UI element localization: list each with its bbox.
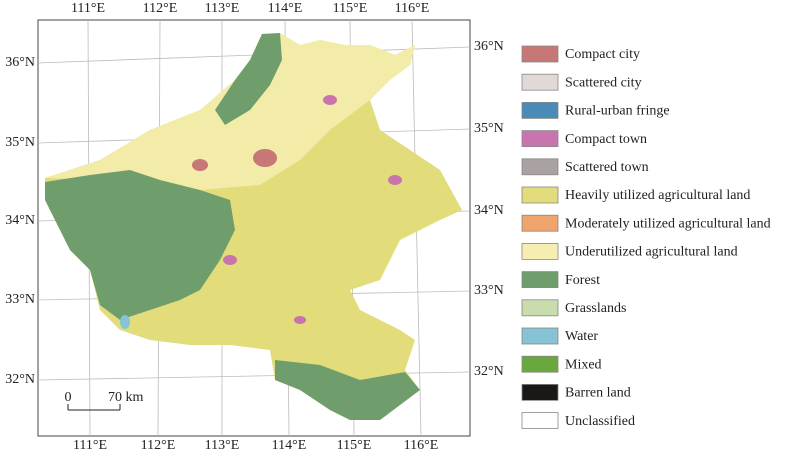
lat-label-left: 34°N bbox=[5, 213, 35, 228]
lon-label-top: 116°E bbox=[395, 1, 430, 16]
lon-label-bottom: 115°E bbox=[337, 438, 372, 453]
lat-label-right: 32°N bbox=[474, 364, 504, 379]
scale-end: 70 km bbox=[108, 390, 144, 405]
legend-label: Water bbox=[565, 329, 598, 344]
lon-label-bottom: 116°E bbox=[404, 438, 439, 453]
forest-north bbox=[215, 33, 282, 125]
legend-label: Grasslands bbox=[565, 301, 626, 316]
legend-label: Scattered town bbox=[565, 160, 649, 175]
city bbox=[388, 175, 402, 185]
lon-label-bottom: 111°E bbox=[73, 438, 107, 453]
legend-swatch bbox=[521, 102, 559, 119]
legend-swatch bbox=[521, 214, 559, 232]
lat-label-left: 33°N bbox=[5, 292, 35, 307]
legend-swatch bbox=[521, 299, 559, 317]
city bbox=[223, 255, 237, 265]
map-area: 0 70 km bbox=[37, 19, 471, 437]
legend-label: Underutilized agricultural land bbox=[565, 245, 738, 260]
lon-label-bottom: 112°E bbox=[141, 438, 176, 453]
legend-label: Compact town bbox=[565, 132, 647, 147]
city-zhengzhou bbox=[253, 149, 277, 167]
city-luoyang bbox=[192, 159, 208, 171]
legend-label: Forest bbox=[565, 273, 600, 288]
legend-swatch bbox=[521, 271, 559, 289]
province-agriculture bbox=[45, 33, 462, 420]
lat-label-right: 33°N bbox=[474, 283, 504, 298]
scale-start: 0 bbox=[65, 390, 72, 405]
legend-swatch bbox=[521, 383, 559, 401]
legend-swatch bbox=[521, 327, 559, 345]
lat-label-right: 36°N bbox=[474, 39, 504, 54]
lon-label-top: 115°E bbox=[333, 1, 368, 16]
lat-label-left: 32°N bbox=[5, 372, 35, 387]
legend-swatch bbox=[521, 242, 559, 260]
legend: Compact city Scattered city Rural-urban fr… bbox=[521, 45, 771, 430]
lon-label-bottom: 113°E bbox=[205, 438, 240, 453]
lon-label-bottom: 114°E bbox=[272, 438, 307, 453]
legend-label: Rural-urban fringe bbox=[565, 104, 670, 119]
city bbox=[294, 316, 306, 324]
legend-swatch bbox=[521, 186, 559, 204]
legend-label: Moderately utilized agricultural land bbox=[565, 216, 771, 231]
lon-label-top: 111°E bbox=[71, 1, 105, 16]
lat-label-right: 35°N bbox=[474, 121, 504, 136]
legend-label: Barren land bbox=[565, 386, 631, 401]
legend-swatch bbox=[521, 45, 559, 63]
legend-label: Unclassified bbox=[565, 414, 635, 429]
legend-swatch bbox=[521, 130, 559, 148]
legend-swatch bbox=[521, 158, 559, 176]
legend-label: Scattered city bbox=[565, 75, 642, 90]
lat-label-left: 36°N bbox=[5, 55, 35, 70]
forest-west bbox=[45, 170, 235, 320]
lon-label-top: 113°E bbox=[205, 1, 240, 16]
legend-swatch bbox=[521, 73, 559, 91]
legend-swatch bbox=[521, 355, 559, 373]
reservoir bbox=[120, 315, 130, 329]
lat-label-right: 34°N bbox=[474, 203, 504, 218]
city bbox=[323, 95, 337, 105]
legend-label: Mixed bbox=[565, 357, 602, 372]
legend-swatch bbox=[521, 412, 559, 430]
lon-label-top: 114°E bbox=[268, 1, 303, 16]
legend-label: Heavily utilized agricultural land bbox=[565, 188, 750, 203]
lat-label-left: 35°N bbox=[5, 135, 35, 150]
forest-south bbox=[275, 360, 420, 420]
legend-label: Compact city bbox=[565, 47, 640, 62]
lon-label-top: 112°E bbox=[143, 1, 178, 16]
